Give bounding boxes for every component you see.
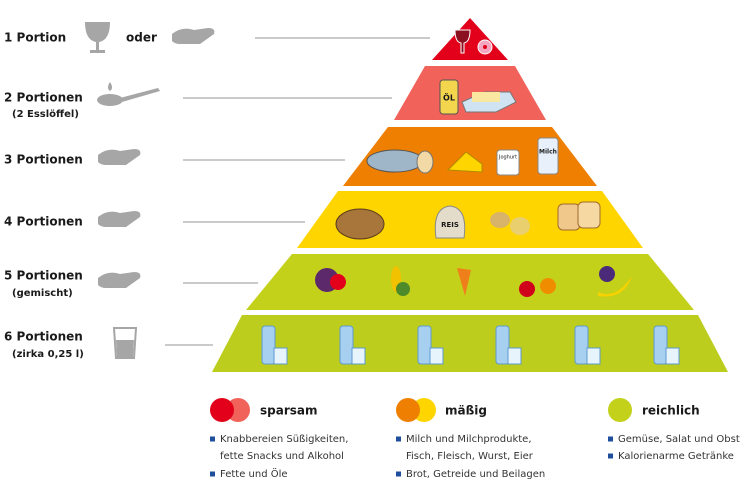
dairy-fish-icon: Joghurt Milch: [366, 137, 559, 176]
sweets-icon: [454, 29, 493, 55]
legend-item: Kalorienarme Getränke: [618, 451, 734, 462]
legend-item: Milch und Milchprodukte,: [406, 434, 532, 445]
oil-butter-icon: ÖL: [439, 79, 517, 115]
water-icon: [261, 325, 680, 365]
legend-item: Fette und Öle: [220, 467, 288, 480]
spoon-icon: [97, 82, 160, 106]
level-label: 1 Portion: [4, 31, 66, 45]
level-5: [246, 254, 694, 310]
legend-item: Brot, Getreide und Beilagen: [406, 469, 545, 480]
food-label: Milch: [539, 149, 557, 156]
legend-item: Fisch, Fleisch, Wurst, Eier: [406, 451, 534, 462]
legend-title: sparsam: [260, 404, 318, 418]
legend-swatch: [210, 398, 234, 422]
level-1: [432, 18, 508, 60]
level-label: 3 Portionen: [4, 153, 83, 167]
food-label: Joghurt: [498, 155, 517, 161]
bullet: [396, 471, 401, 477]
hand-icon: [98, 272, 141, 288]
legend-item: fette Snacks und Alkohol: [220, 451, 344, 462]
grains-icon: REIS: [335, 201, 601, 240]
level-sublabel: (gemischt): [12, 288, 73, 299]
water-glass-icon: [112, 327, 138, 359]
level-label: 4 Portionen: [4, 215, 83, 229]
bullet: [608, 436, 613, 442]
legend-swatch: [608, 398, 632, 422]
level-4: [297, 191, 643, 248]
bullet: [210, 436, 215, 442]
level-6: [212, 315, 728, 372]
hand-icon: [98, 211, 141, 227]
legend-item: Knabbereien Süßigkeiten,: [220, 434, 348, 445]
bullet: [210, 471, 215, 477]
legend-title: reichlich: [642, 404, 700, 418]
level-label: 5 Portionen: [4, 269, 83, 283]
bullet: [608, 453, 613, 459]
bullet: [396, 436, 401, 442]
level-sublabel: (2 Esslöffel): [12, 109, 79, 120]
level-extra: oder: [126, 31, 157, 45]
fruit-vegetables-icon: [315, 266, 632, 297]
legend-swatch: [396, 398, 420, 422]
wine-glass-icon: [85, 22, 110, 53]
legend-title: mäßig: [445, 404, 487, 418]
level-label: 6 Portionen: [4, 330, 83, 344]
level-sublabel: (zirka 0,25 l): [12, 349, 84, 360]
legend-item: Gemüse, Salat und Obst: [618, 434, 740, 445]
hand-icon: [98, 149, 141, 165]
food-label: ÖL: [443, 93, 455, 103]
food-label: REIS: [441, 221, 459, 229]
hand-icon: [172, 28, 215, 44]
level-label: 2 Portionen: [4, 91, 83, 105]
